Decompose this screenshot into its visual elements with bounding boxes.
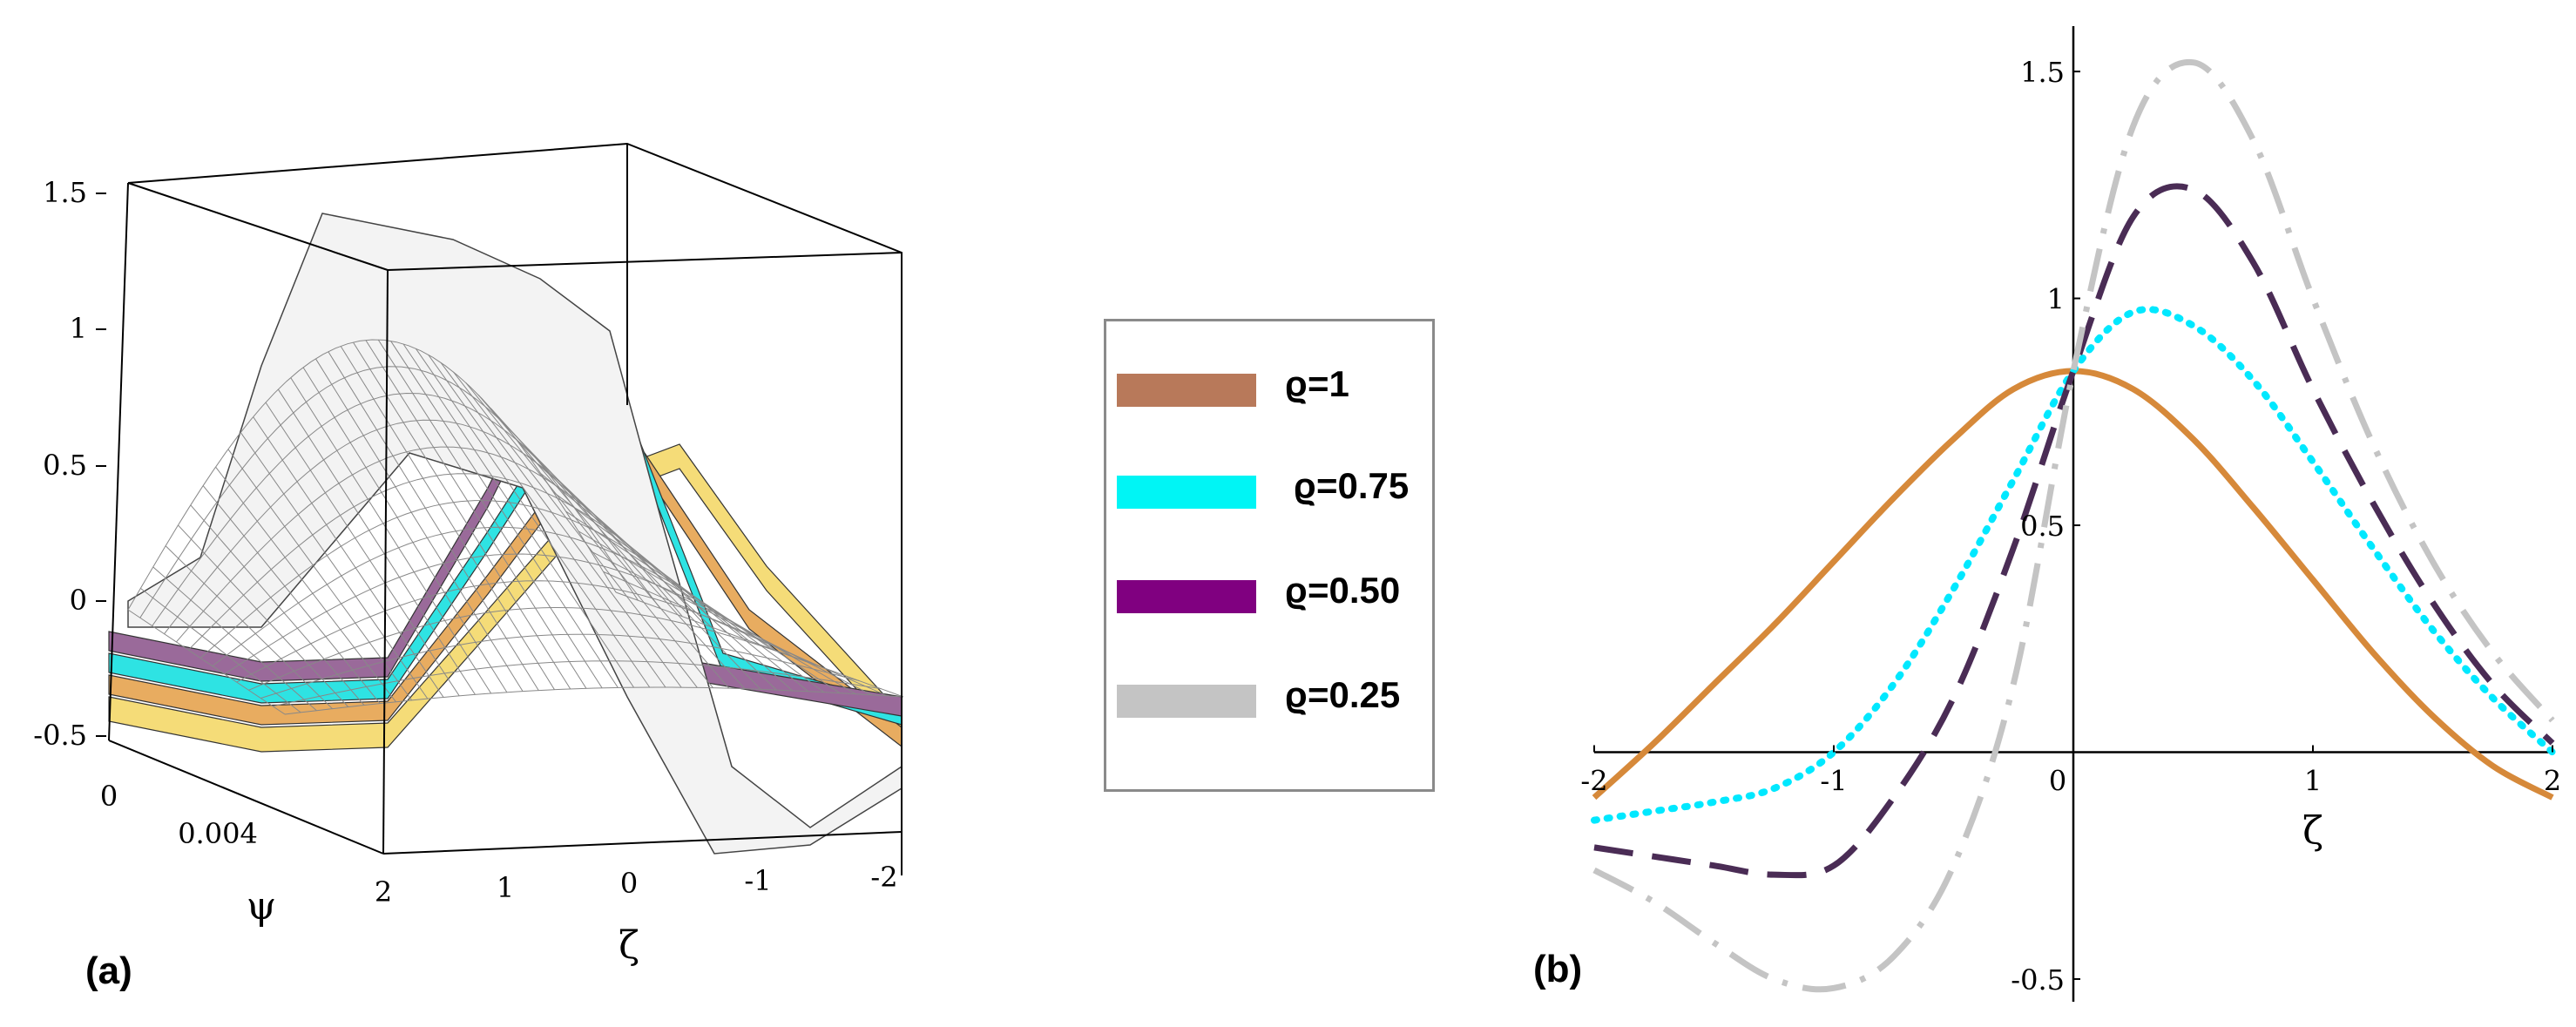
z-tick-label: -0.5	[33, 719, 87, 752]
x-tick-label: 0	[2049, 764, 2066, 797]
x-tick-label: -1	[1820, 764, 1847, 797]
legend-label: ϱ=1	[1285, 363, 1349, 404]
y-tick-label: -0.5	[2011, 963, 2065, 997]
zeta-tick-label: -2	[870, 861, 897, 894]
legend: ϱ=1 ϱ=0.75 ϱ=0.50 ϱ=0.25	[1104, 319, 1435, 792]
box-back-edge	[127, 142, 903, 875]
zeta-tick-label: 2	[375, 875, 392, 909]
z-tick-label: 0	[70, 584, 87, 617]
z-tick-label: 0.5	[43, 449, 87, 482]
psi-axis-title: ψ	[247, 884, 277, 929]
box-bottom-right	[382, 831, 903, 855]
series-line-025	[1592, 58, 2555, 993]
legend-swatch-rho-075	[1117, 476, 1256, 509]
legend-item: ϱ=1	[1106, 355, 1432, 424]
x-tick-label: -2	[1580, 764, 1607, 797]
y-tick-label: 0.5	[2020, 510, 2065, 543]
x-tick-label: 2	[2544, 764, 2561, 797]
z-tick-label: 1.5	[43, 176, 87, 209]
z-tick-label: 1	[70, 312, 87, 345]
legend-item: ϱ=0.25	[1106, 666, 1432, 735]
surface-mesh	[127, 339, 904, 715]
surface-main	[127, 213, 903, 855]
surface-plot-a: 1.5 1 0.5 0 -0.5 0 0.004 2 1 0 -1 -2 ψ ζ	[33, 142, 904, 968]
box-mid-vertical	[382, 269, 389, 855]
legend-swatch-rho-050	[1117, 580, 1256, 613]
series-line-050	[1593, 183, 2555, 879]
zeta-axis-title-a: ζ	[619, 923, 639, 968]
legend-item: ϱ=0.75	[1106, 456, 1432, 526]
legend-label: ϱ=0.50	[1285, 570, 1401, 611]
legend-swatch-rho-025	[1117, 685, 1256, 718]
psi-tick-label: 0.004	[178, 817, 258, 850]
line-chart-b: -2 -1 0 1 2 1.5 1 0.5 -0.5 ζ	[1580, 26, 2561, 1002]
psi-tick-label: 0	[100, 780, 118, 813]
legend-label: ϱ=0.75	[1294, 465, 1410, 506]
legend-label: ϱ=0.25	[1285, 674, 1401, 715]
legend-item: ϱ=0.50	[1106, 561, 1432, 631]
series-line-075	[1591, 306, 2556, 824]
box-front-left-edge	[108, 182, 129, 741]
box-front-right	[387, 252, 903, 271]
box-bottom-left	[108, 740, 384, 855]
panel-label-b: (b)	[1533, 948, 1583, 990]
legend-swatch-rho-1	[1117, 374, 1256, 407]
zeta-tick-label: 1	[497, 871, 514, 904]
x-tick-label: 1	[2304, 764, 2322, 797]
zeta-tick-label: 0	[620, 867, 638, 900]
y-tick-label: 1	[2047, 283, 2065, 316]
panel-label-a: (a)	[85, 949, 132, 992]
zeta-tick-label: -1	[744, 864, 771, 897]
y-tick-label: 1.5	[2020, 56, 2065, 89]
box-front-top	[127, 182, 389, 271]
zeta-axis-title-b: ζ	[2302, 808, 2323, 853]
